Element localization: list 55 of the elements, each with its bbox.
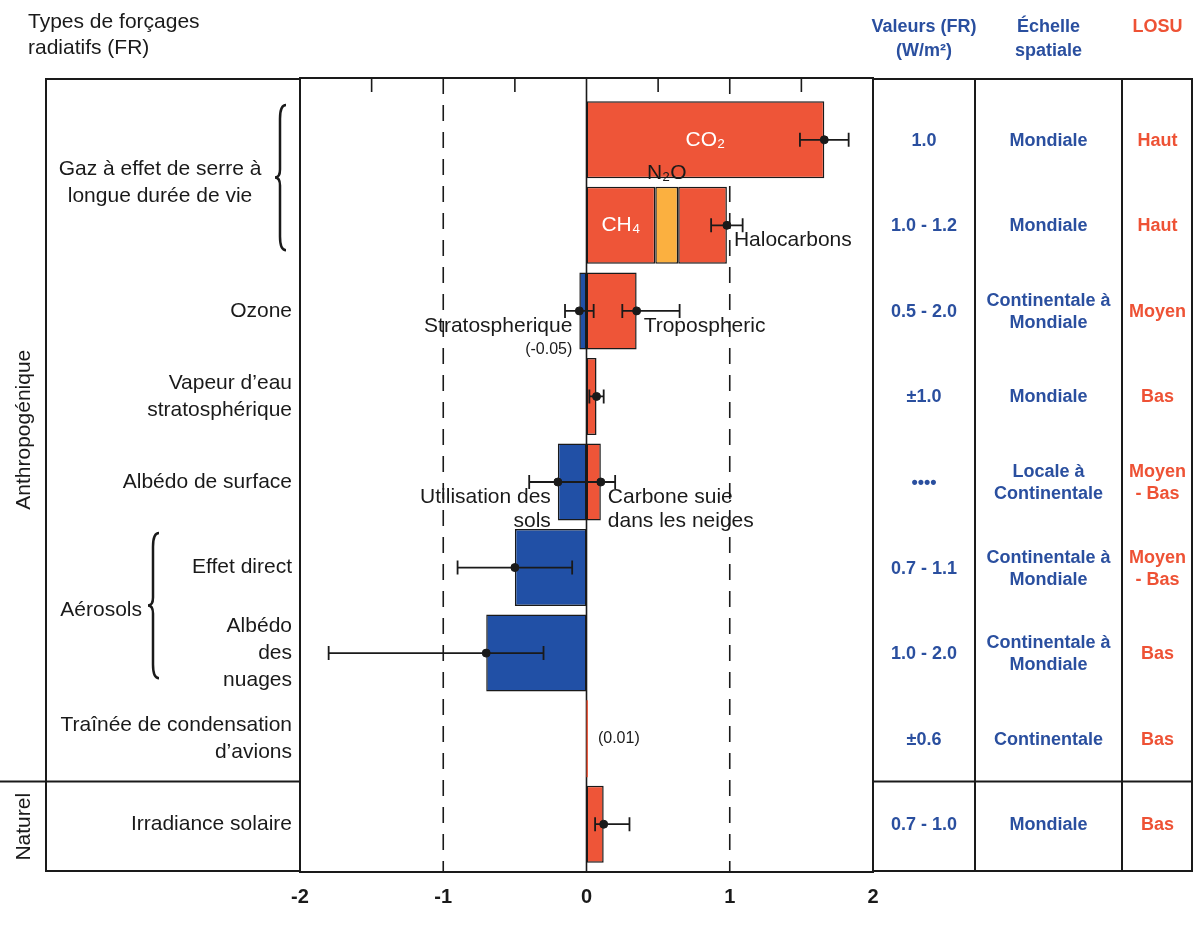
y-tick-label: Ozone	[230, 297, 292, 321]
text: ±0.6	[906, 728, 942, 749]
x-tick-label: 0	[580, 884, 593, 907]
text: Bas	[1140, 643, 1175, 664]
series-label: CO₂	[685, 126, 726, 150]
data-label: (-0.05)	[525, 340, 573, 358]
series-label: Utilisation des sols	[420, 483, 551, 531]
text: Gaz à effet de serre à longue durée de vie	[58, 155, 262, 206]
category-label: Échelle spatiale	[1013, 14, 1083, 62]
text: ••••	[911, 472, 937, 492]
x-tick-label: 1	[724, 884, 736, 907]
text: Continentale à Mondiale	[986, 632, 1111, 675]
y-tick-label: Effet direct	[192, 554, 293, 578]
y-tick-label: Albédo des nuages	[223, 612, 292, 690]
text: Mondiale	[1009, 215, 1088, 236]
x-tick-label: -1	[434, 884, 453, 907]
text: Naturel	[10, 792, 34, 861]
text: Moyen	[1128, 300, 1186, 321]
y-tick-label: Traînée de condensation d’avions	[60, 711, 292, 762]
text: Bas	[1140, 728, 1175, 749]
text: Continentale	[993, 728, 1103, 749]
series-label: CH₄	[601, 212, 641, 236]
category-label: LOSU	[1131, 15, 1184, 38]
x-tick-label: 2	[867, 884, 879, 907]
text: 1.0 - 1.2	[890, 215, 958, 236]
y-tick-label: Irradiance solaire	[130, 811, 292, 835]
text: Moyen - Bas	[1128, 546, 1186, 589]
y-tick-label: Vapeur d’eau stratosphérique	[147, 369, 292, 420]
data-label: (0.01)	[597, 729, 640, 747]
text: Continentale à Mondiale	[986, 546, 1111, 589]
text: Continentale à Mondiale	[986, 289, 1111, 332]
text: Locale à Continentale	[993, 461, 1103, 503]
x-tick-label: -2	[291, 884, 309, 907]
text: 0.7 - 1.1	[890, 557, 958, 578]
text: Anthropogénique	[10, 349, 34, 510]
text: Bas	[1140, 814, 1175, 835]
category-label: Valeurs (FR) (W/m²)	[870, 15, 978, 62]
text: Moyen - Bas	[1128, 461, 1186, 503]
series-label: Stratospherique	[424, 312, 573, 336]
text: 1.0 - 2.0	[890, 643, 958, 664]
text: ±1.0	[906, 386, 942, 407]
text: Haut	[1137, 215, 1178, 236]
text: 1.0	[911, 129, 937, 150]
y-axis-title: Types de forçages radiatifs (FR)	[28, 8, 200, 58]
text: Mondiale	[1009, 386, 1088, 407]
text: 0.5 - 2.0	[890, 300, 958, 321]
series-label: Tropospheric	[643, 312, 766, 336]
y-tick-label: Albédo de surface	[122, 468, 292, 492]
text: Mondiale	[1009, 814, 1088, 835]
text: Mondiale	[1009, 129, 1088, 150]
text: Aérosols	[60, 597, 142, 621]
text: 0.7 - 1.0	[890, 814, 958, 835]
text: Haut	[1137, 129, 1178, 150]
series-label: Halocarbons	[733, 227, 852, 251]
text: Bas	[1140, 386, 1175, 407]
